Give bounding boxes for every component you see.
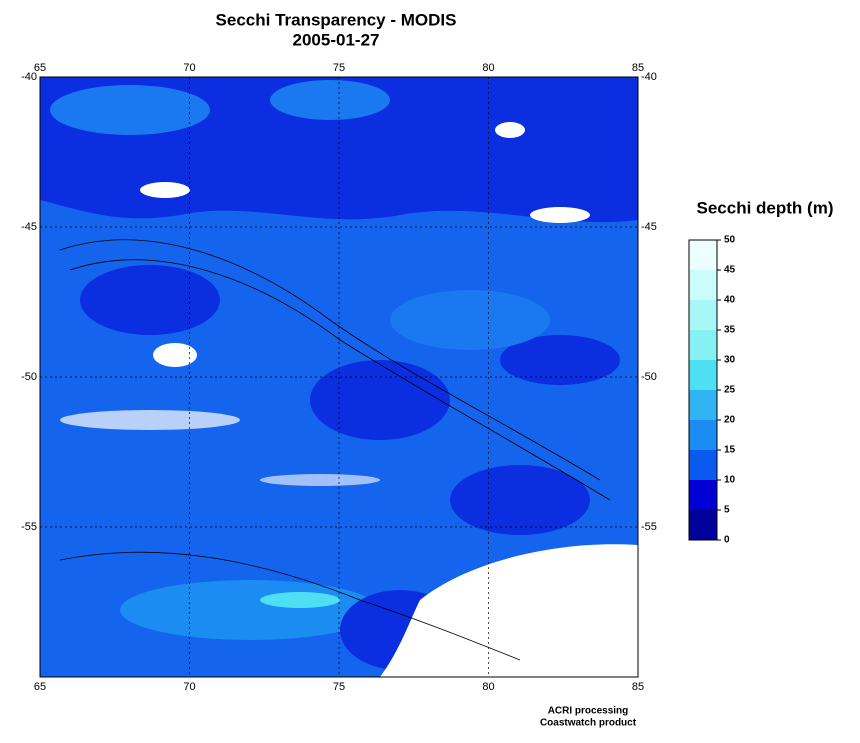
- lon-tick-label: 75: [333, 62, 345, 74]
- lat-tick-label: -40: [641, 71, 657, 83]
- credit: ACRI processing: [548, 706, 629, 717]
- lon-tick-label: 65: [34, 62, 46, 74]
- colorbar-tick-label: 5: [724, 505, 730, 516]
- lon-tick-label: 65: [34, 681, 46, 693]
- colorbar-tick-label: 30: [724, 355, 736, 366]
- colorbar-tick-label: 35: [724, 325, 736, 336]
- lon-tick-label: 80: [482, 62, 494, 74]
- colorbar-tick-label: 40: [724, 295, 736, 306]
- colorbar-tick-label: 0: [724, 535, 730, 546]
- credit: Coastwatch product: [540, 718, 637, 729]
- colorbar-band: [689, 450, 717, 480]
- colorbar-band: [689, 330, 717, 360]
- lat-tick-label: -45: [641, 221, 657, 233]
- colorbar-band: [689, 390, 717, 420]
- title: Secchi Transparency - MODIS: [216, 10, 457, 29]
- lon-tick-label: 85: [632, 62, 644, 74]
- lon-tick-label: 85: [632, 681, 644, 693]
- lat-tick-label: -55: [21, 521, 37, 533]
- colorbar-band: [689, 480, 717, 510]
- colorbar-band: [689, 510, 717, 540]
- lon-tick-label: 80: [482, 681, 494, 693]
- colorbar-band: [689, 240, 717, 270]
- colorbar-band: [689, 420, 717, 450]
- colorbar-band: [689, 300, 717, 330]
- lon-tick-label: 70: [183, 62, 195, 74]
- lat-tick-label: -55: [641, 521, 657, 533]
- lat-tick-label: -40: [21, 71, 37, 83]
- colorbar-band: [689, 270, 717, 300]
- colorbar-tick-label: 20: [724, 415, 736, 426]
- lat-tick-label: -50: [641, 371, 657, 383]
- colorbar-title: Secchi depth (m): [697, 198, 834, 217]
- lat-tick-label: -45: [21, 221, 37, 233]
- colorbar-tick-label: 10: [724, 475, 736, 486]
- colorbar-band: [689, 360, 717, 390]
- lon-tick-label: 70: [183, 681, 195, 693]
- colorbar-tick-label: 50: [724, 235, 736, 246]
- subtitle: 2005-01-27: [293, 30, 380, 49]
- lon-tick-label: 75: [333, 681, 345, 693]
- colorbar-tick-label: 45: [724, 265, 736, 276]
- lat-tick-label: -50: [21, 371, 37, 383]
- colorbar-tick-label: 25: [724, 385, 736, 396]
- colorbar-tick-label: 15: [724, 445, 736, 456]
